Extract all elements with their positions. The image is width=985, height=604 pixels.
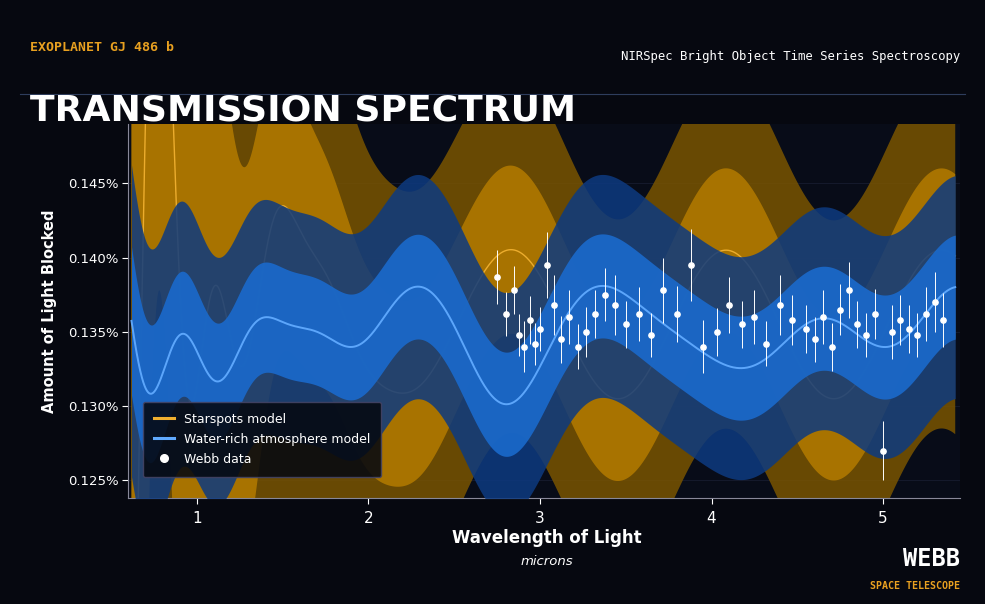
Legend: Starspots model, Water-rich atmosphere model, Webb data: Starspots model, Water-rich atmosphere m… [143,402,381,477]
Text: WEBB: WEBB [903,547,960,571]
Text: NIRSpec Bright Object Time Series Spectroscopy: NIRSpec Bright Object Time Series Spectr… [622,50,960,63]
Text: microns: microns [520,554,573,568]
Text: TRANSMISSION SPECTRUM: TRANSMISSION SPECTRUM [30,94,575,127]
Text: SPACE TELESCOPE: SPACE TELESCOPE [871,580,960,591]
Text: EXOPLANET GJ 486 b: EXOPLANET GJ 486 b [30,41,173,54]
Text: Wavelength of Light: Wavelength of Light [452,528,641,547]
Y-axis label: Amount of Light Blocked: Amount of Light Blocked [41,210,56,413]
